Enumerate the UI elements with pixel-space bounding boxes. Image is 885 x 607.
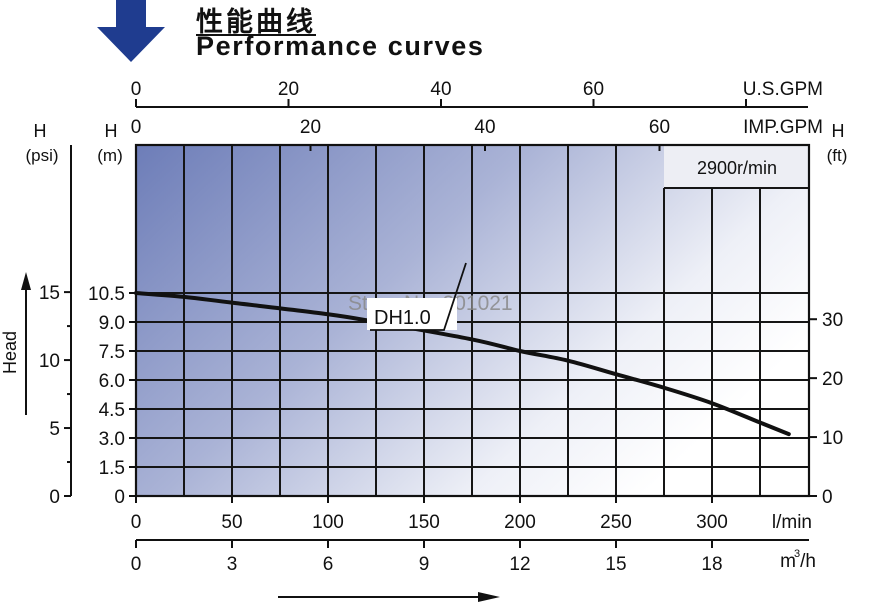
chart-title-chinese: 性能曲线 (196, 7, 316, 38)
psi-tick: 0 (49, 487, 60, 508)
us-gpm-tick: 40 (430, 79, 451, 100)
m3h-tick: 3 (227, 554, 238, 575)
m3h-tick: 18 (701, 554, 722, 575)
lpm-tick: 250 (600, 512, 632, 533)
m-tick: 4.5 (99, 400, 125, 421)
psi-axis-unit: (psi) (25, 146, 58, 165)
lpm-tick: 0 (131, 512, 142, 533)
imp-gpm-unit: IMP.GPM (743, 117, 823, 138)
imp-gpm-tick: 0 (131, 117, 142, 138)
head-axis-label: Head (0, 331, 20, 374)
us-gpm-tick: 0 (131, 79, 142, 100)
chart-title-english: Performance curves (196, 31, 485, 61)
psi-tick: 10 (39, 351, 60, 372)
lpm-tick: 300 (696, 512, 728, 533)
lpm-tick: 50 (221, 512, 242, 533)
us-gpm-tick: 60 (583, 79, 604, 100)
ft-tick: 0 (822, 487, 833, 508)
m-axis-label: H (105, 121, 118, 141)
m3h-unit-suffix: /h (800, 551, 816, 572)
m3h-unit-superscript: 3 (794, 548, 800, 560)
curve-label-text: DH1.0 (374, 307, 431, 329)
curve-label-dh1-0: DH1.0 (367, 262, 467, 331)
imp-gpm-tick: 20 (300, 117, 321, 138)
m3h-tick: 15 (605, 554, 626, 575)
m3h-tick: 6 (323, 554, 334, 575)
head-axis-arrow: Head (0, 272, 31, 415)
m3h-unit: m (780, 551, 796, 572)
ft-axis-unit: (ft) (827, 146, 848, 165)
ft-tick: 20 (822, 369, 843, 390)
m-tick: 6.0 (99, 371, 125, 392)
m-tick: 1.5 (99, 458, 125, 479)
ft-tick: 30 (822, 310, 843, 331)
m-tick: 9.0 (99, 313, 125, 334)
m-tick: 7.5 (99, 342, 125, 363)
down-arrow-icon (97, 0, 165, 62)
imp-gpm-tick: 40 (474, 117, 495, 138)
m-tick: 0 (114, 487, 125, 508)
imp-gpm-tick: 60 (649, 117, 670, 138)
speed-label: 2900r/min (697, 158, 777, 178)
psi-axis-label: H (34, 121, 47, 141)
m-tick: 3.0 (99, 429, 125, 450)
us-gpm-unit: U.S.GPM (743, 79, 823, 100)
lpm-tick: 200 (504, 512, 536, 533)
m3h-tick: 9 (419, 554, 430, 575)
m-axis-unit: (m) (97, 146, 122, 165)
us-gpm-tick: 20 (278, 79, 299, 100)
m3h-tick: 0 (131, 554, 142, 575)
m3h-tick: 12 (509, 554, 530, 575)
lpm-unit: l/min (772, 512, 812, 533)
speed-label-box: 2900r/min (664, 146, 808, 187)
lpm-tick: 150 (408, 512, 440, 533)
lpm-tick: 100 (312, 512, 344, 533)
m-tick: 10.5 (88, 284, 125, 305)
performance-curve-dh1-0 (134, 291, 791, 437)
psi-tick: 15 (39, 283, 60, 304)
flow-axis-arrow (278, 592, 500, 602)
psi-tick: 5 (49, 419, 60, 440)
ft-tick: 10 (822, 428, 843, 449)
ft-axis-label: H (832, 121, 845, 141)
